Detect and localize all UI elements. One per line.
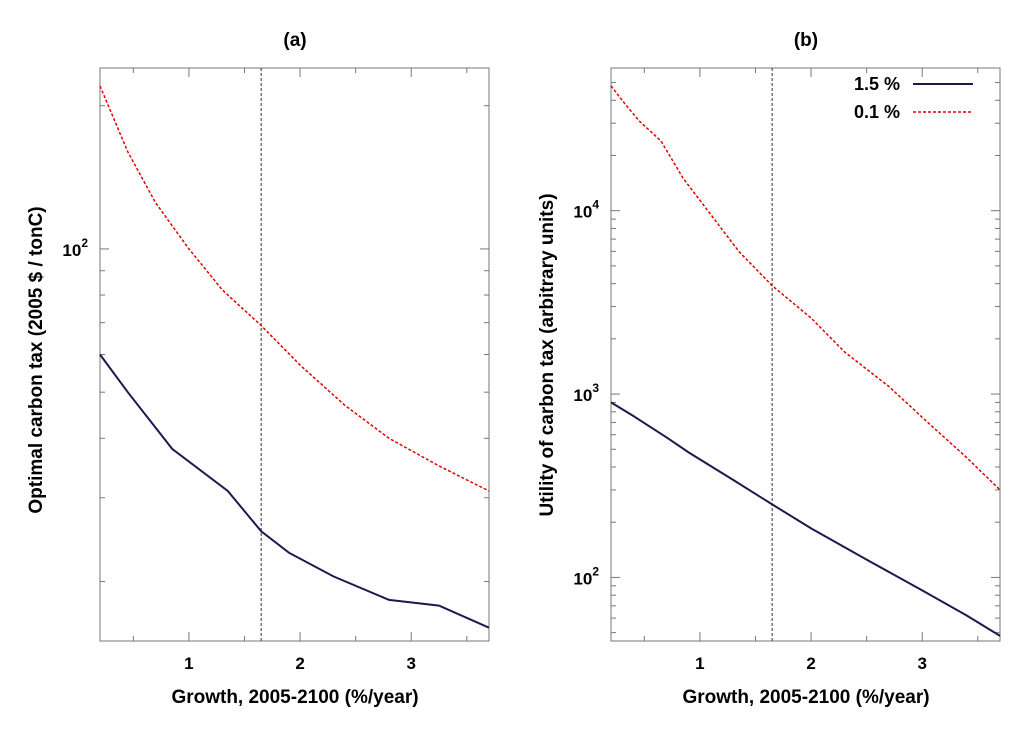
panel-a-ticks: 1 2 3 102: [62, 68, 489, 673]
panel-b-xlabel: Growth, 2005-2100 (%/year): [682, 687, 929, 708]
x-tick-label: 2: [806, 654, 815, 673]
panel-a-series-1-5-percent: [99, 353, 490, 629]
panel-b-ylabel: Utility of carbon tax (arbitrary units): [537, 193, 558, 516]
y-tick-label: 102: [62, 236, 88, 260]
legend-label-0-1-percent: 0.1 %: [854, 102, 900, 122]
y-tick-label: 103: [573, 381, 599, 405]
panel-a-xlabel: Growth, 2005-2100 (%/year): [171, 687, 418, 708]
panel-b-series-0-1-percent: [610, 85, 1001, 491]
panel-a-title: (a): [283, 30, 306, 51]
legend-label-1-5-percent: 1.5 %: [854, 74, 900, 94]
panel-a: (a) 1 2 3 102 Growth, 2005-2100 (%/year) Op…: [26, 30, 490, 708]
panel-b-frame: [610, 67, 1001, 642]
x-tick-label: 1: [695, 654, 704, 673]
panel-b-ticks: 1 2 3 102 103 104: [573, 67, 1000, 673]
x-tick-label: 2: [295, 654, 304, 673]
legend: 1.5 % 0.1 %: [854, 74, 973, 122]
x-tick-label: 3: [917, 654, 926, 673]
panel-b-series-1-5-percent: [610, 401, 1001, 637]
x-tick-label: 3: [406, 654, 415, 673]
y-tick-label: 104: [573, 198, 599, 222]
panel-b: (b) 1 2 3 102 103 104 Growth, 2005-2100 (%/ye…: [537, 30, 1001, 708]
panel-a-series-0-1-percent: [99, 85, 490, 492]
panel-b-title: (b): [794, 30, 818, 51]
y-tick-label: 102: [573, 564, 599, 588]
panel-a-ylabel: Optimal carbon tax (2005 $ / tonC): [26, 206, 47, 513]
x-tick-label: 1: [184, 654, 193, 673]
